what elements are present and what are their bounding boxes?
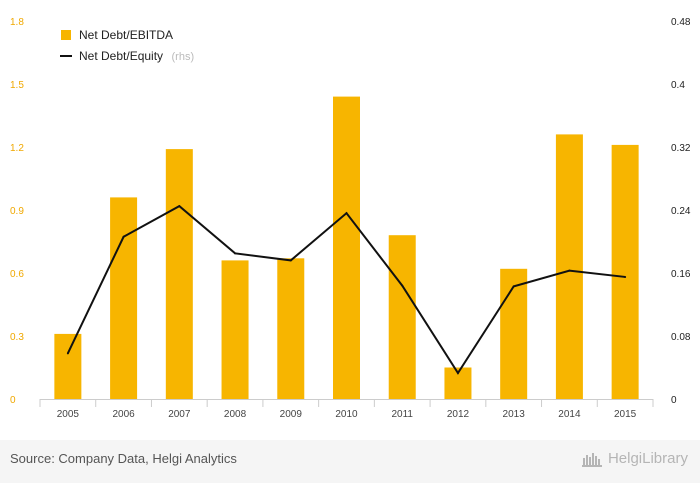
x-tick-label: 2008 [224,409,247,420]
x-tick-label: 2006 [112,409,135,420]
legend-label-line-note: (rhs) [172,51,195,63]
line-point-2015 [624,275,627,278]
line-point-2014 [568,269,571,272]
y-left-tick-label: 0.3 [10,332,24,343]
x-tick-label: 2010 [335,409,358,420]
y-left-tick-label: 0.9 [10,206,24,217]
x-tick-label: 2013 [503,409,526,420]
brand-text: HelgiLibrary [607,450,688,467]
bar-2011 [388,235,416,399]
y-left-tick-label: 0.6 [10,269,24,280]
bar-2014 [555,134,583,399]
y-right-tick-label: 0.48 [671,17,691,28]
x-tick-label: 2007 [168,409,191,420]
x-tick-label: 2005 [57,409,80,420]
brand-logo[interactable]: HelgiLibrary [581,450,688,467]
y-right-tick-label: 0.16 [671,269,691,280]
line-point-2011 [401,284,404,287]
source-text: Source: Company Data, Helgi Analytics [10,451,237,466]
x-tick-label: 2014 [558,409,581,420]
line-point-2008 [234,252,237,255]
library-icon [581,452,602,467]
y-right-tick-label: 0.24 [671,206,691,217]
line-point-2009 [289,259,292,262]
legend-label-bar: Net Debt/EBITDA [79,28,173,42]
line-point-2013 [512,285,515,288]
x-tick-label: 2009 [280,409,303,420]
line-point-2006 [122,235,125,238]
line-point-2010 [345,212,348,215]
x-tick-label: 2012 [447,409,470,420]
y-right-tick-label: 0.08 [671,332,691,343]
line-point-2005 [66,352,69,355]
bar-2005 [54,333,82,399]
line-group [66,204,627,375]
bar-2015 [611,144,639,399]
legend: Net Debt/EBITDA Net Debt/Equity (rhs) [60,28,194,64]
legend-swatch-bar [61,30,71,40]
bar-2007 [165,149,193,399]
bar-2010 [333,96,360,399]
line-point-2007 [178,205,181,208]
chart: 2005 2006 2007 2008 2009 2010 2011 2012 2013 2014… [10,17,691,420]
y-left-tick-label: 1.2 [10,143,24,154]
bar-2009 [277,258,305,399]
y-left-tick-label: 1.5 [10,80,24,91]
y-left-tick-label: 0 [10,395,16,406]
bars-group [54,96,639,399]
bar-2006 [110,197,138,399]
x-tick-label: 2015 [614,409,637,420]
y-right-tick-label: 0 [671,395,677,406]
legend-label-line-text: Net Debt/Equity [79,49,163,63]
line-point-2012 [456,372,459,375]
legend-label-line: Net Debt/Equity (rhs) [79,47,194,64]
y-right-tick-label: 0.32 [671,143,691,154]
axes-group: 2005 2006 2007 2008 2009 2010 2011 2012 2013 2014… [10,17,691,420]
bar-2013 [500,268,528,399]
footer: Source: Company Data, Helgi Analytics He… [0,440,700,483]
x-tick-label: 2011 [391,409,413,420]
y-left-tick-label: 1.8 [10,17,24,28]
y-right-tick-label: 0.4 [671,80,685,91]
bar-2008 [221,260,249,399]
